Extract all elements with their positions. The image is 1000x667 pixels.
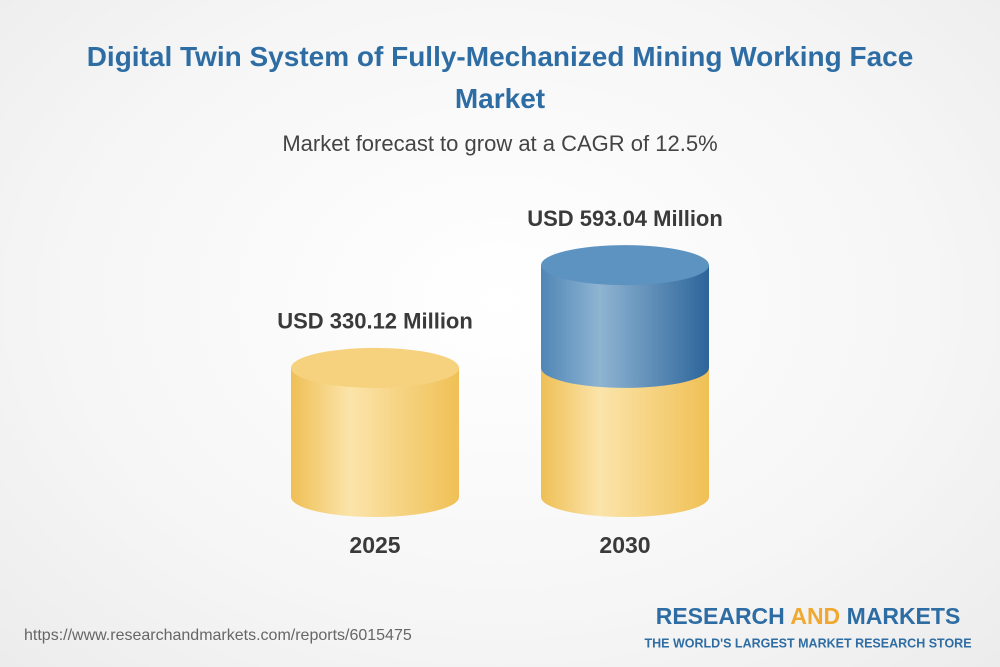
logo-word: MARKETS [847,603,961,629]
cylinder-body [541,367,709,517]
value-label: USD 593.04 Million [527,206,723,231]
value-label: USD 330.12 Million [277,309,473,334]
cylinder-body [291,367,459,517]
logo-word: AND [790,603,840,629]
cylinder-top [291,347,459,388]
cylinder [541,367,709,517]
chart-title: Digital Twin System of Fully-Mechanized … [86,41,914,114]
logo-tagline: THE WORLD'S LARGEST MARKET RESEARCH STOR… [644,636,971,650]
logo-word: RESEARCH [656,603,785,629]
cylinder [541,245,709,388]
subtitle: Market forecast to grow at a CAGR of 12.… [282,131,717,156]
x-tick-label: 2025 [349,532,400,558]
x-tick-label: 2030 [599,532,650,558]
cylinder [291,347,459,517]
cylinder-body [541,265,709,388]
logo: RESEARCH AND MARKETS [656,603,961,629]
source-url: https://www.researchandmarkets.com/repor… [24,627,412,644]
cylinder-top [541,245,709,286]
